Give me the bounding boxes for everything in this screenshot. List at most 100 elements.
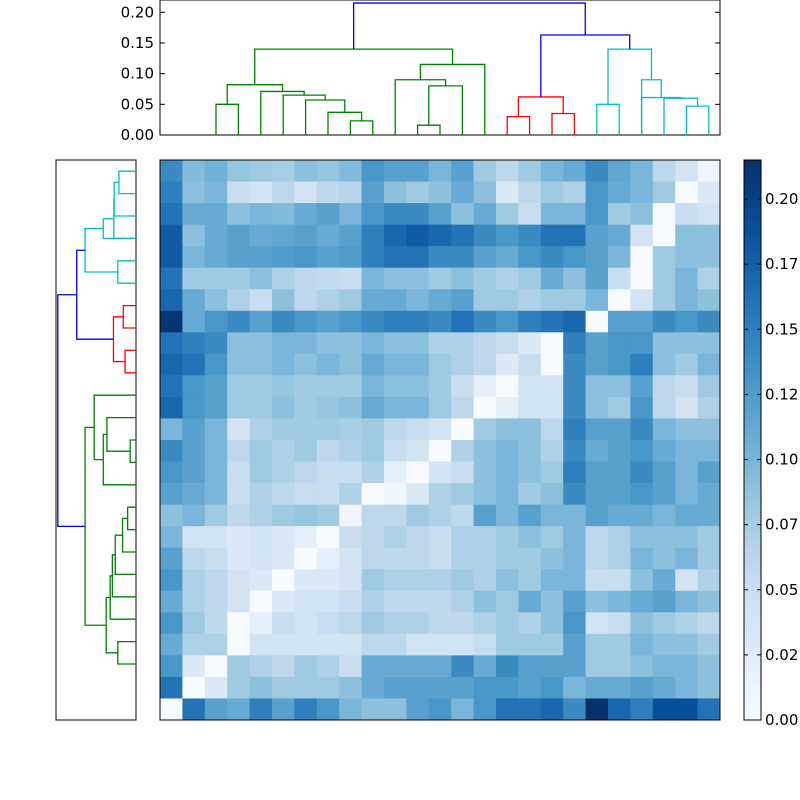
- heatmap-cell: [652, 181, 676, 204]
- heatmap-cell: [473, 547, 497, 570]
- heatmap-cell: [160, 655, 183, 678]
- heatmap-cell: [451, 569, 474, 592]
- heatmap-cell: [182, 203, 206, 226]
- column-dendrogram: 0.00 0.05 0.10 0.15 0.20: [121, 0, 721, 144]
- heatmap-cell: [294, 160, 318, 182]
- heatmap-cell: [585, 526, 609, 549]
- heatmap-cell: [540, 289, 564, 312]
- heatmap-cell: [496, 418, 519, 441]
- heatmap-cell: [540, 375, 564, 398]
- heatmap-cell: [630, 353, 654, 376]
- heatmap-cell: [294, 461, 318, 484]
- heatmap-cell: [160, 676, 183, 699]
- heatmap-cell: [272, 655, 295, 678]
- heatmap-cell: [339, 332, 362, 355]
- heatmap-cell: [496, 676, 519, 699]
- heatmap-cell: [294, 612, 318, 635]
- heatmap-cell: [428, 310, 452, 333]
- colorbar-tick-label: 0.20: [765, 190, 798, 208]
- heatmap-cell: [496, 461, 519, 484]
- heatmap-cell: [272, 160, 295, 182]
- heatmap-cell: [204, 203, 228, 226]
- heatmap-cell: [428, 698, 452, 721]
- heatmap-cell: [540, 224, 564, 247]
- heatmap-cell: [384, 375, 407, 398]
- heatmap-cell: [361, 203, 385, 226]
- heatmap-cell: [249, 375, 273, 398]
- heatmap-cell: [428, 332, 452, 355]
- heatmap-cell: [585, 569, 609, 592]
- heatmap-cell: [540, 181, 564, 204]
- heatmap-cell: [563, 332, 586, 355]
- heatmap-cell: [227, 547, 250, 570]
- heatmap-cell: [585, 418, 609, 441]
- heatmap-cell: [473, 289, 497, 312]
- heatmap-cell: [182, 504, 206, 527]
- heatmap-cell: [697, 224, 721, 247]
- heatmap-cell: [406, 569, 430, 592]
- heatmap-cell: [675, 526, 698, 549]
- heatmap-cell: [204, 375, 228, 398]
- heatmap-cell: [428, 181, 452, 204]
- heatmap-cell: [294, 203, 318, 226]
- heatmap-cell: [496, 353, 519, 376]
- heatmap-cell: [697, 246, 721, 269]
- heatmap-cell: [496, 160, 519, 182]
- heatmap-cell: [316, 396, 340, 419]
- heatmap-cell: [339, 353, 362, 376]
- heatmap-cell: [697, 483, 721, 506]
- heatmap-cell: [540, 396, 564, 419]
- heatmap-cell: [227, 375, 250, 398]
- heatmap-cell: [384, 396, 407, 419]
- heatmap-cell: [428, 590, 452, 613]
- heatmap-cell: [630, 461, 654, 484]
- heatmap-cell: [540, 160, 564, 182]
- heatmap-cell: [563, 547, 586, 570]
- heatmap-cell: [608, 440, 631, 462]
- heatmap-cell: [249, 289, 273, 312]
- heatmap-cell: [272, 224, 295, 247]
- heatmap-cell: [406, 547, 430, 570]
- heatmap-cell: [204, 396, 228, 419]
- heatmap-cell: [406, 203, 430, 226]
- heatmap-cell: [272, 181, 295, 204]
- heatmap-cell: [608, 246, 631, 269]
- heatmap-cell: [384, 590, 407, 613]
- heatmap-cell: [518, 590, 542, 613]
- heatmap-cell: [361, 375, 385, 398]
- heatmap-cell: [473, 569, 497, 592]
- heatmap-cell: [675, 224, 698, 247]
- heatmap-cell: [204, 267, 228, 290]
- heatmap-cell: [518, 267, 542, 290]
- heatmap-cell: [227, 246, 250, 269]
- heatmap-cell: [608, 569, 631, 592]
- heatmap-cell: [272, 267, 295, 290]
- heatmap-cell: [182, 310, 206, 333]
- heatmap-cell: [361, 332, 385, 355]
- heatmap-cell: [675, 461, 698, 484]
- heatmap-cell: [361, 461, 385, 484]
- heatmap-cell: [227, 483, 250, 506]
- heatmap-cell: [160, 224, 183, 247]
- heatmap-cell: [518, 418, 542, 441]
- heatmap-cell: [451, 224, 474, 247]
- dendrogram-link: [352, 2, 586, 50]
- heatmap-cell: [563, 504, 586, 527]
- row-dendrogram: [55, 159, 137, 721]
- heatmap-cell: [585, 547, 609, 570]
- heatmap-cell: [428, 160, 452, 182]
- heatmap-cell: [585, 203, 609, 226]
- heatmap-cell: [473, 310, 497, 333]
- heatmap-cell: [182, 224, 206, 247]
- heatmap-cell: [652, 612, 676, 635]
- heatmap-cell: [540, 612, 564, 635]
- heatmap-cell: [204, 461, 228, 484]
- heatmap-cell: [675, 289, 698, 312]
- heatmap-cell: [294, 526, 318, 549]
- heatmap-cell: [384, 461, 407, 484]
- heatmap-cell: [249, 418, 273, 441]
- heatmap-cell: [316, 676, 340, 699]
- heatmap-cell: [182, 698, 206, 721]
- heatmap-cell: [608, 612, 631, 635]
- heatmap-cell: [204, 676, 228, 699]
